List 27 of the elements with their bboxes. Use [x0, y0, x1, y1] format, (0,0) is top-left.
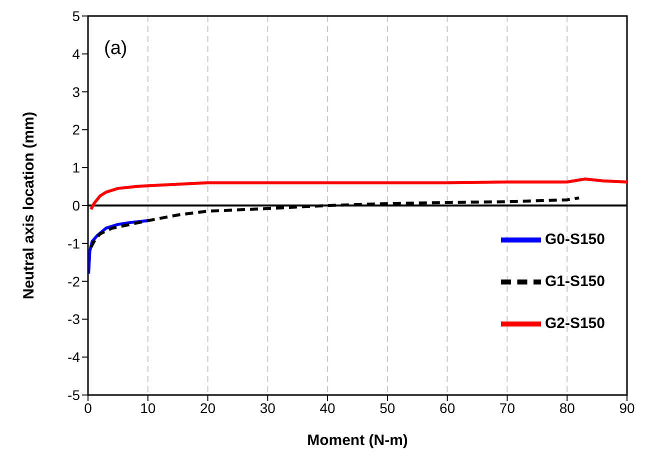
y-tick-label: 2 [72, 122, 80, 138]
y-tick-label: -3 [68, 311, 80, 328]
x-tick-label: 50 [380, 400, 396, 416]
annotation: (a) [104, 38, 128, 60]
y-axis-title: Neutral axis location (mm) [20, 112, 38, 300]
legend-label: G2-S150 [544, 315, 605, 332]
x-tick-label: 10 [140, 400, 156, 416]
x-tick-label: 70 [499, 400, 516, 416]
x-tick-label: 40 [320, 400, 336, 416]
y-tick-label: 1 [72, 160, 80, 176]
x-tick-label: 30 [260, 400, 276, 416]
y-tick-label: 0 [72, 197, 80, 214]
y-tick-label: -2 [68, 273, 80, 290]
y-tick-label: -1 [68, 235, 80, 252]
y-tick-label: -5 [68, 386, 80, 403]
x-axis-title: Moment (N-m) [307, 432, 408, 449]
x-tick-label: 80 [559, 400, 576, 416]
legend-label: G1-S150 [544, 273, 605, 290]
x-tick-label: 90 [619, 400, 635, 416]
x-tick-label: 60 [440, 400, 456, 416]
y-tick-label: 3 [72, 84, 80, 100]
legend-label: G0-S150 [544, 231, 605, 248]
x-tick-label: 20 [200, 400, 216, 416]
y-tick-label: 4 [72, 46, 80, 62]
x-tick-label: 0 [84, 400, 92, 416]
y-tick-label: 5 [72, 8, 80, 24]
y-tick-label: -4 [68, 349, 80, 366]
